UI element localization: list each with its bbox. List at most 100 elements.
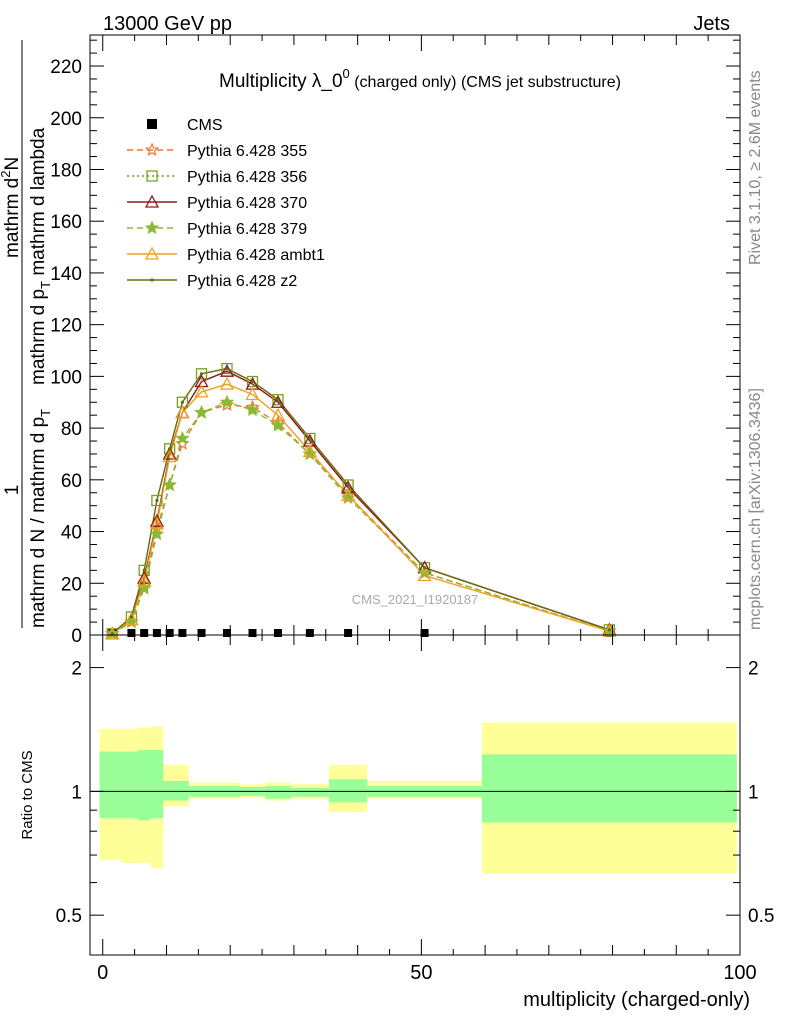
mc-point bbox=[180, 400, 185, 404]
y-tick-label: 20 bbox=[61, 574, 82, 595]
mc-point bbox=[270, 407, 286, 421]
mc-point bbox=[150, 278, 154, 282]
data-point bbox=[420, 629, 429, 637]
data-point bbox=[305, 629, 314, 637]
top-y-axis: 0 20 40 60 80 100 120 140 160 180 200 220 bbox=[50, 39, 740, 647]
mc-point bbox=[270, 394, 286, 408]
ratio-tick-label: 2 bbox=[748, 659, 759, 680]
ylabel-numerator: mathrm d2N bbox=[0, 157, 23, 258]
ylabel-prefactor-denominator: mathrm d N / mathrm d pT bbox=[28, 409, 53, 628]
mc-point bbox=[144, 246, 160, 260]
ratio-inner-band bbox=[481, 754, 737, 823]
mc-point bbox=[219, 376, 235, 390]
analysis-watermark: CMS_2021_I1920187 bbox=[352, 592, 479, 607]
mc-point bbox=[225, 367, 229, 371]
mc-point bbox=[250, 379, 255, 384]
mc-point bbox=[308, 436, 312, 441]
y-tick-label: 160 bbox=[50, 212, 82, 233]
mc-point bbox=[221, 362, 233, 375]
top-y-label: 1 mathrm d N / mathrm d pT mathrm d2N ma… bbox=[0, 40, 53, 628]
rivet-label: Rivet 3.1.10, ≥ 2.6M events bbox=[747, 70, 764, 265]
legend-label: Pythia 6.428 356 bbox=[187, 169, 307, 186]
ratio-tick-label: 1 bbox=[748, 782, 759, 803]
mc-point bbox=[124, 612, 139, 626]
ratio-tick-label: 1 bbox=[71, 782, 82, 803]
mc-point bbox=[151, 494, 163, 507]
data-point bbox=[248, 629, 257, 637]
x-tick-label: 0 bbox=[97, 962, 108, 984]
plot-title: Multiplicity λ_00 (charged only) (CMS je… bbox=[219, 66, 621, 92]
mc-point bbox=[144, 194, 160, 208]
mc-point bbox=[105, 626, 120, 640]
mc-point bbox=[270, 417, 286, 432]
x-axis-label: multiplicity (charged-only) bbox=[523, 989, 750, 1011]
mc-point bbox=[422, 566, 427, 570]
data-point bbox=[165, 629, 174, 637]
mc-point bbox=[346, 483, 350, 487]
mc-point bbox=[164, 443, 176, 455]
y-tick-label: 80 bbox=[61, 419, 82, 440]
mc-point bbox=[276, 398, 280, 402]
mc-point bbox=[162, 449, 177, 463]
data-point bbox=[152, 629, 161, 637]
y-tick-label: 180 bbox=[50, 160, 82, 181]
ratio-inner-band bbox=[290, 787, 329, 797]
mc-point bbox=[168, 447, 172, 451]
mc-point bbox=[417, 568, 432, 582]
ratio-inner-band bbox=[99, 751, 122, 819]
mc-point bbox=[175, 436, 190, 450]
mc-point bbox=[175, 405, 190, 419]
x-tick-label: 50 bbox=[410, 962, 432, 984]
mc-point bbox=[155, 498, 159, 503]
mc-point bbox=[302, 444, 317, 458]
header-left: 13000 GeV pp bbox=[103, 13, 232, 35]
legend-label: Pythia 6.428 370 bbox=[187, 195, 307, 212]
mc-point bbox=[137, 573, 152, 587]
ratio-inner-band bbox=[137, 750, 151, 821]
x-axis: 0 50 100 bbox=[97, 635, 757, 984]
y-tick-label: 220 bbox=[50, 57, 82, 78]
legend-label: Pythia 6.428 379 bbox=[187, 221, 307, 238]
mc-point bbox=[129, 615, 134, 619]
ratio-y-axis: 0.5 0.5 1 1 2 2 bbox=[56, 659, 774, 956]
mc-point bbox=[219, 394, 235, 409]
ratio-tick-label: 0.5 bbox=[748, 906, 774, 927]
ylabel-prefactor-numerator: 1 bbox=[2, 485, 23, 496]
mc-point bbox=[144, 142, 160, 157]
mc-point bbox=[149, 516, 165, 530]
y-tick-label: 100 bbox=[50, 367, 82, 388]
series-line bbox=[111, 383, 610, 635]
mc-point bbox=[195, 368, 208, 380]
mc-point bbox=[340, 487, 356, 501]
mc-point bbox=[146, 170, 158, 182]
x-tick-label: 100 bbox=[723, 962, 756, 984]
legend: CMS Pythia 6.428 355 Pythia 6.428 356 Pythi… bbox=[127, 117, 325, 290]
ratio-bands bbox=[99, 722, 737, 874]
data-point bbox=[178, 629, 187, 637]
data-point bbox=[197, 629, 206, 637]
legend-label: Pythia 6.428 355 bbox=[187, 143, 307, 160]
y-tick-label: 40 bbox=[61, 523, 82, 544]
ratio-tick-label: 0.5 bbox=[56, 906, 82, 927]
y-tick-label: 60 bbox=[61, 471, 82, 492]
ratio-y-label: Ratio to CMS bbox=[19, 750, 36, 839]
mc-point bbox=[272, 394, 284, 406]
series-line bbox=[111, 401, 610, 635]
mc-point bbox=[162, 446, 177, 460]
mc-point bbox=[194, 405, 209, 419]
mc-point bbox=[149, 513, 165, 527]
mc-point bbox=[149, 526, 165, 541]
y-tick-label: 200 bbox=[50, 109, 82, 130]
ratio-inner-band bbox=[328, 779, 368, 803]
mc-point bbox=[142, 568, 146, 572]
ylabel-denominator: mathrm d pT mathrm d lambda bbox=[28, 127, 53, 385]
top-x-ticks bbox=[102, 35, 741, 635]
mc-point bbox=[245, 387, 260, 401]
mc-point bbox=[245, 402, 260, 417]
mc-point bbox=[246, 375, 259, 388]
ratio-inner-band bbox=[121, 751, 138, 819]
y-tick-label: 0 bbox=[71, 626, 82, 647]
legend-label: CMS bbox=[187, 117, 223, 134]
mc-point bbox=[304, 432, 316, 445]
mc-point bbox=[219, 397, 235, 411]
